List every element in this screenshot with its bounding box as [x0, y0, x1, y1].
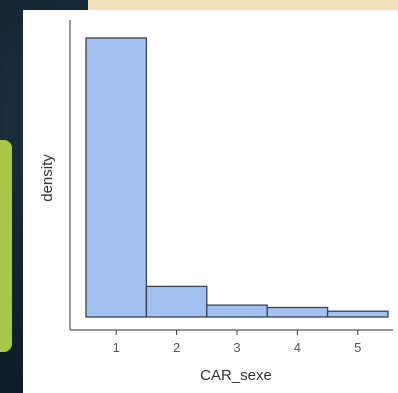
bars-group	[85, 37, 389, 318]
x-ticks-group: 1 2 3 4 5	[113, 330, 361, 355]
x-axis-title: CAR_sexe	[200, 367, 272, 384]
y-axis-title: density	[39, 154, 56, 202]
bar-4	[266, 306, 329, 318]
x-tick-label-3: 3	[233, 340, 240, 355]
x-tick-label-5: 5	[354, 340, 361, 355]
x-tick-label-1: 1	[113, 340, 120, 355]
bar-3	[206, 304, 268, 318]
bar-5	[326, 310, 389, 318]
side-panel	[0, 140, 12, 352]
bar-1	[85, 37, 148, 318]
x-tick-label-4: 4	[294, 340, 301, 355]
x-tick-label-2: 2	[173, 340, 180, 355]
bar-2	[145, 285, 208, 318]
top-banner	[88, 0, 398, 12]
